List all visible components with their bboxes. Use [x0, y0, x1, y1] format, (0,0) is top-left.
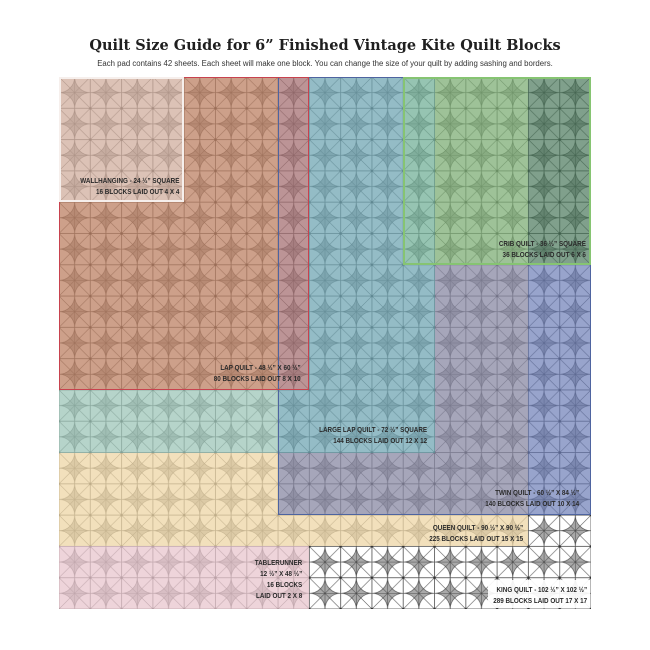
label-line: 225 BLOCKS LAID OUT 15 X 15	[429, 533, 523, 543]
label-line: 140 BLOCKS LAID OUT 10 X 14	[485, 498, 579, 508]
color-region-lap	[184, 77, 279, 203]
label-twin-quilt: TWIN QUILT - 60 ½” X 84 ½” 140 BLOCKS LA…	[466, 487, 579, 509]
king-label-backdrop	[488, 580, 590, 608]
label-king-quilt: KING QUILT - 102 ½” X 102 ½” 289 BLOCKS …	[474, 584, 587, 606]
label-crib-quilt: CRIB QUILT - 36 ½” SQUARE 36 BLOCKS LAID…	[481, 238, 586, 260]
label-large-lap-quilt: LARGE LAP QUILT - 72 ½” SQUARE 144 BLOCK…	[297, 424, 427, 446]
label-line: LARGE LAP QUILT - 72 ½” SQUARE	[319, 424, 427, 434]
label-line: 16 BLOCKS LAID OUT 4 X 4	[95, 186, 179, 196]
color-region-lap	[59, 202, 279, 390]
label-line: CRIB QUILT - 36 ½” SQUARE	[498, 238, 586, 248]
page-title: Quilt Size Guide for 6” Finished Vintage…	[89, 37, 561, 54]
label-line: LAID OUT 2 X 8	[255, 590, 302, 600]
color-region-queen	[278, 515, 529, 547]
color-region-crib-large-lap-overlap	[403, 77, 435, 265]
label-line: 144 BLOCKS LAID OUT 12 X 12	[333, 435, 427, 445]
color-region-large-lap	[59, 389, 279, 453]
label-line: TABLERUNNER	[254, 557, 302, 567]
color-region-wallhanging	[59, 77, 185, 203]
color-region-queen	[59, 452, 279, 547]
label-line: KING QUILT - 102 ½” X 102 ½”	[496, 584, 587, 594]
label-wallhanging: WALLHANGING - 24 ½” SQUARE 16 BLOCKS LAI…	[60, 175, 179, 197]
page-subtitle: Each pad contains 42 sheets. Each sheet …	[97, 59, 553, 68]
color-region-tablerunner	[59, 546, 310, 609]
outline-lap	[59, 77, 310, 390]
color-region-large-lap-twin-overlap	[278, 389, 310, 453]
color-region-twin-king-overlap	[528, 264, 591, 516]
color-region-crib-king-overlap	[528, 77, 591, 265]
label-line: 80 BLOCKS LAID OUT 8 X 10	[214, 373, 301, 383]
label-line: QUEEN QUILT - 90 ½” X 90 ½”	[432, 522, 523, 532]
label-line: 36 BLOCKS LAID OUT 6 X 6	[502, 249, 586, 259]
label-line: WALLHANGING - 24 ½” SQUARE	[79, 175, 179, 185]
color-region-twin-queen-overlap	[434, 264, 529, 516]
label-line: 12 ½” X 48 ½”	[259, 568, 302, 578]
outline-crib	[403, 77, 591, 265]
color-region-crib-queen-overlap	[434, 77, 529, 265]
label-tablerunner: TABLERUNNER 12 ½” X 48 ½” 16 BLOCKS LAID…	[245, 557, 302, 601]
color-region-large-lap-twin-overlap	[309, 264, 435, 453]
label-line: 289 BLOCKS LAID OUT 17 X 17	[493, 595, 587, 605]
label-line: LAP QUILT - 48 ½” X 60 ½”	[220, 362, 301, 372]
label-line: 16 BLOCKS	[266, 579, 302, 589]
color-region-twin-queen-overlap	[278, 452, 435, 516]
outline-wallhanging	[59, 77, 185, 203]
quilt-size-diagram	[59, 77, 591, 609]
color-region-lap-twin-overlap	[278, 77, 310, 390]
color-region-large-lap-twin-overlap	[309, 77, 404, 265]
label-lap-quilt: LAP QUILT - 48 ½” X 60 ½” 80 BLOCKS LAID…	[196, 362, 301, 384]
label-line: TWIN QUILT - 60 ½” X 84 ½”	[495, 487, 579, 497]
label-queen-quilt: QUEEN QUILT - 90 ½” X 90 ½” 225 BLOCKS L…	[410, 522, 523, 544]
